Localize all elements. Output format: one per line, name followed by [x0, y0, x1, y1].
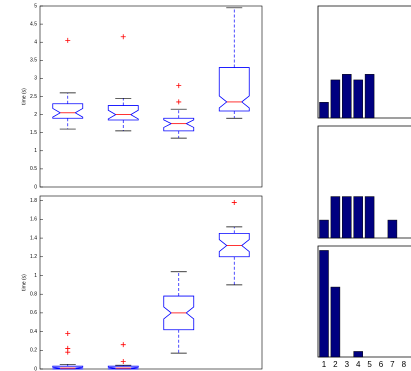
x-tick-label: 5 — [367, 360, 372, 369]
y-tick-label: 0.2 — [30, 348, 37, 354]
y-tick-label: 2 — [34, 112, 37, 118]
y-tick-label: 3.5 — [30, 58, 37, 64]
box — [52, 103, 84, 119]
box — [218, 233, 250, 258]
axes-frame — [317, 245, 411, 358]
y-axis-label: time (s) — [21, 88, 27, 105]
y-tick-label: 1 — [34, 273, 37, 279]
x-tick-label: 2 — [333, 360, 338, 369]
bar — [319, 102, 329, 119]
bar — [342, 196, 352, 239]
bar — [319, 219, 329, 239]
y-tick-label: 1.4 — [30, 235, 37, 241]
y-tick-label: 1.8 — [30, 198, 37, 204]
x-tick-label: 7 — [390, 360, 395, 369]
x-tick-label: 4 — [356, 360, 361, 369]
y-tick-label: 5 — [34, 3, 37, 9]
axes-frame — [39, 195, 263, 370]
y-tick-label: 2.5 — [30, 94, 37, 100]
outlier — [176, 83, 182, 89]
y-tick-label: 0.5 — [30, 166, 37, 172]
bar — [353, 351, 363, 358]
bar — [387, 219, 398, 239]
bar — [353, 79, 363, 119]
x-tick-label: 6 — [379, 360, 384, 369]
bar — [353, 196, 363, 239]
bar — [330, 286, 341, 358]
box — [107, 365, 139, 370]
bar — [319, 250, 329, 358]
outlier — [65, 37, 71, 43]
y-tick-label: 4 — [34, 40, 37, 46]
outlier — [176, 99, 182, 105]
y-tick-label: 0.6 — [30, 310, 37, 316]
y-tick-label: 3 — [34, 76, 37, 82]
bar — [342, 74, 352, 119]
y-tick-label: 1.5 — [30, 130, 37, 136]
outlier — [231, 200, 237, 206]
y-tick-label: 1.6 — [30, 217, 37, 223]
box — [52, 365, 84, 370]
y-tick-label: 0.8 — [30, 292, 37, 298]
y-axis-label: time (s) — [21, 274, 27, 291]
x-tick-label: 3 — [345, 360, 350, 369]
box — [163, 117, 195, 132]
y-tick-label: 0 — [34, 184, 37, 190]
box — [218, 67, 250, 112]
outlier — [65, 349, 71, 355]
outlier — [120, 342, 126, 348]
bar — [330, 79, 341, 119]
x-tick-label: 8 — [402, 360, 407, 369]
y-tick-label: 0.4 — [30, 329, 37, 335]
bar — [364, 74, 375, 119]
y-tick-label: 1.2 — [30, 254, 37, 260]
y-tick-label: 4.5 — [30, 21, 37, 27]
box — [107, 105, 139, 121]
bar — [330, 196, 341, 239]
outlier — [65, 330, 71, 336]
outlier — [120, 34, 126, 40]
y-tick-label: 1 — [34, 148, 37, 154]
bar — [364, 196, 375, 239]
outlier — [120, 359, 126, 365]
x-tick-label: 1 — [322, 360, 327, 369]
y-tick-label: 0 — [34, 366, 37, 371]
